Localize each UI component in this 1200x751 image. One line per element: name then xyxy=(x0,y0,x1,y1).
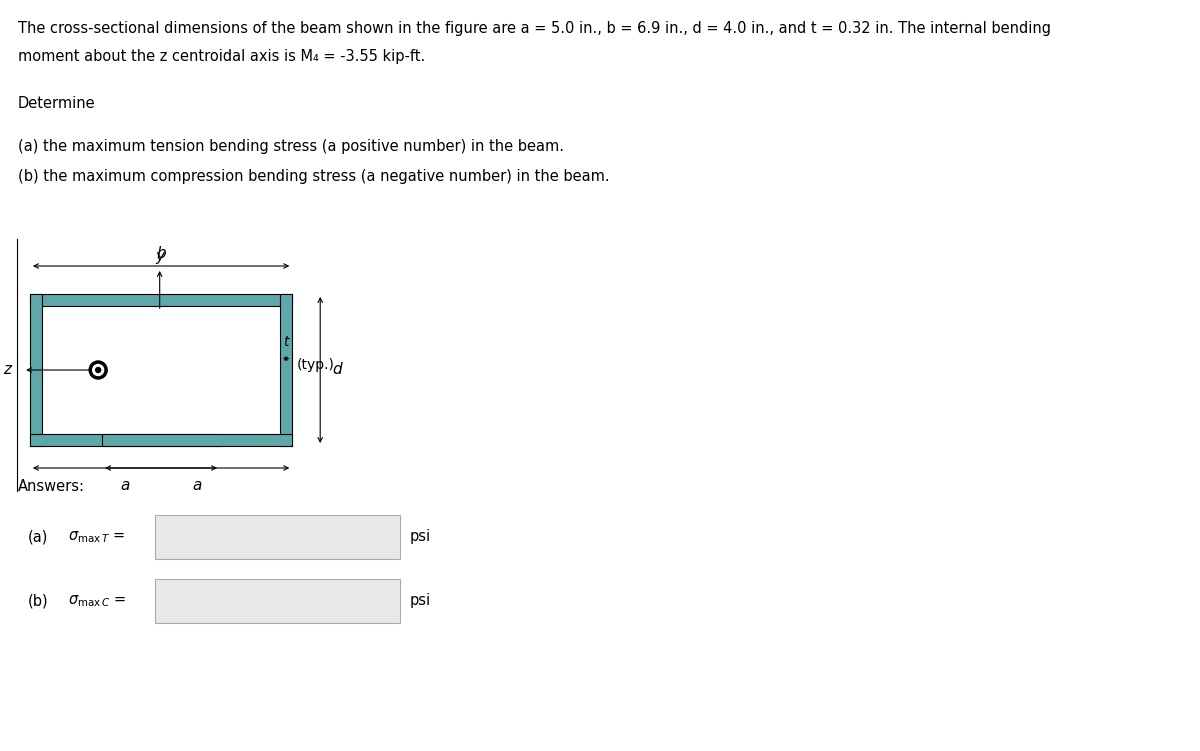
FancyBboxPatch shape xyxy=(155,579,400,623)
Bar xyxy=(30,434,220,446)
Text: b: b xyxy=(156,246,166,261)
Text: moment about the z centroidal axis is M₄ = -3.55 kip-ft.: moment about the z centroidal axis is M₄… xyxy=(18,49,425,64)
FancyBboxPatch shape xyxy=(155,515,400,559)
Text: Answers:: Answers: xyxy=(18,479,85,494)
Circle shape xyxy=(89,361,107,379)
Bar xyxy=(30,294,42,446)
Bar xyxy=(30,294,293,306)
Text: z: z xyxy=(4,363,11,378)
Bar xyxy=(102,434,293,446)
Text: psi: psi xyxy=(410,593,431,608)
Text: a: a xyxy=(120,478,130,493)
Text: $\sigma_{\mathrm{max}\,T}$ =: $\sigma_{\mathrm{max}\,T}$ = xyxy=(68,529,125,544)
Circle shape xyxy=(92,364,103,376)
Text: (a): (a) xyxy=(28,529,48,544)
Text: (a) the maximum tension bending stress (a positive number) in the beam.: (a) the maximum tension bending stress (… xyxy=(18,139,564,154)
Bar xyxy=(280,294,292,446)
Text: Determine: Determine xyxy=(18,96,96,111)
Text: psi: psi xyxy=(410,529,431,544)
Text: t: t xyxy=(283,335,289,348)
Text: (b): (b) xyxy=(28,593,49,608)
Text: a: a xyxy=(192,478,202,493)
Text: d: d xyxy=(332,363,342,378)
Text: (b) the maximum compression bending stress (a negative number) in the beam.: (b) the maximum compression bending stre… xyxy=(18,169,610,184)
Circle shape xyxy=(96,367,101,372)
Text: y: y xyxy=(155,249,164,264)
Text: The cross-sectional dimensions of the beam shown in the figure are a = 5.0 in., : The cross-sectional dimensions of the be… xyxy=(18,21,1051,36)
Text: (typ.): (typ.) xyxy=(298,357,335,372)
Text: $\sigma_{\mathrm{max}\,C}$ =: $\sigma_{\mathrm{max}\,C}$ = xyxy=(68,593,126,609)
